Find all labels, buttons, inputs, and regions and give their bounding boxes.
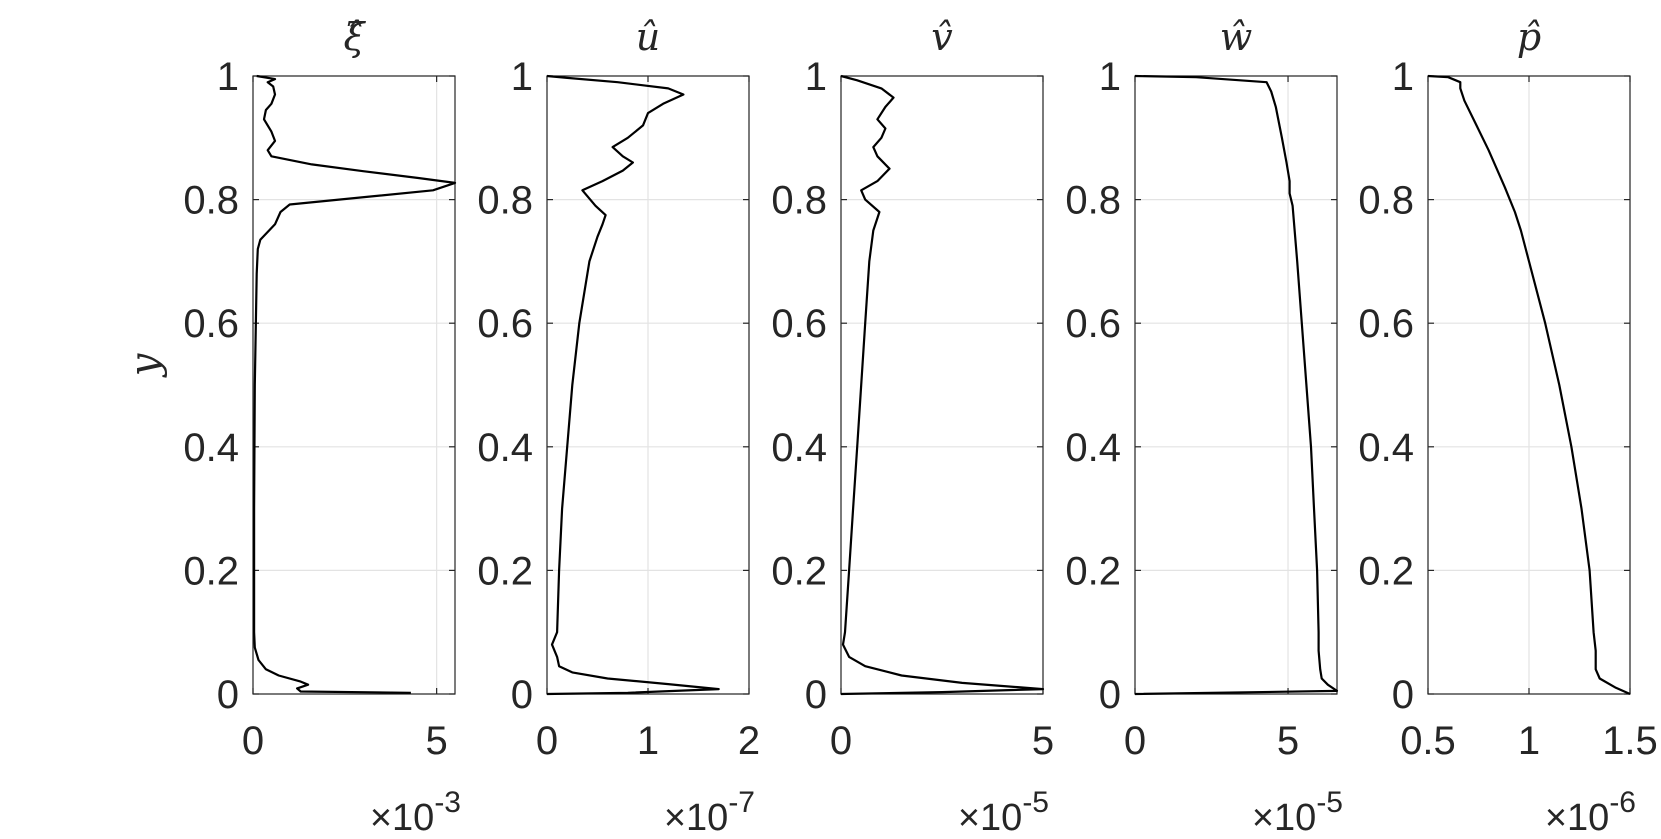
y-tick-label: 0.4 xyxy=(1358,426,1414,470)
y-tick-label: 0.8 xyxy=(183,179,239,223)
y-tick-label: 0 xyxy=(1099,673,1121,717)
y-axis-label: y xyxy=(122,352,168,378)
y-tick-label: 0 xyxy=(511,673,533,717)
x-multiplier: ×10-5 xyxy=(1252,786,1343,839)
panel-title: v̂ xyxy=(931,15,953,59)
y-tick-label: 0.4 xyxy=(183,426,239,470)
panel-title: ŵ xyxy=(1220,15,1253,59)
y-tick-label: 0.6 xyxy=(1358,302,1414,346)
y-tick-label: 0.6 xyxy=(183,302,239,346)
x-tick-label: 5 xyxy=(1277,719,1299,763)
y-tick-label: 0 xyxy=(805,673,827,717)
panel-title: û xyxy=(636,15,660,59)
y-tick-label: 1 xyxy=(805,55,827,99)
series-line xyxy=(546,74,720,696)
y-tick-label: 0.4 xyxy=(771,426,827,470)
panel-1: 0 0.2 0.4 0.6 0.8 1 0 5 ×10-3 ξ̂ y xyxy=(122,15,461,839)
axes-box xyxy=(1134,75,1338,695)
series-line xyxy=(840,74,1045,696)
panel-title: ξ̂ xyxy=(344,15,367,59)
y-tick-label: 1 xyxy=(511,55,533,99)
y-tick-label: 1 xyxy=(1099,55,1121,99)
y-tick-label: 1 xyxy=(217,55,239,99)
panel-5: 0 0.2 0.4 0.6 0.8 1 0.5 1 1.5 ×10-6 p̂ xyxy=(1358,15,1657,839)
y-tick-label: 1 xyxy=(1392,55,1414,99)
series-line xyxy=(1134,74,1339,696)
panel-2: 0 0.2 0.4 0.6 0.8 1 0 1 2 ×10-7 û xyxy=(477,15,760,839)
y-tick-label: 0.6 xyxy=(771,302,827,346)
panel-4: 0 0.2 0.4 0.6 0.8 1 0 5 ×10-5 ŵ xyxy=(1065,15,1343,839)
axes-box xyxy=(840,75,1044,695)
y-tick-label: 0.2 xyxy=(771,549,827,593)
series-line xyxy=(253,74,457,694)
x-multiplier: ×10-7 xyxy=(664,786,755,839)
x-tick-label: 5 xyxy=(426,719,448,763)
panel-3: 0 0.2 0.4 0.6 0.8 1 0 5 ×10-5 v̂ xyxy=(771,15,1054,839)
y-tick-label: 0.2 xyxy=(1358,549,1414,593)
x-tick-label: 1.5 xyxy=(1602,719,1658,763)
x-tick-label: 0 xyxy=(536,719,558,763)
x-multiplier: ×10-3 xyxy=(370,786,461,839)
x-tick-label: 2 xyxy=(738,719,760,763)
x-tick-label: 5 xyxy=(1032,719,1054,763)
x-multiplier: ×10-5 xyxy=(958,786,1049,839)
y-tick-label: 0 xyxy=(1392,673,1414,717)
y-tick-label: 0.4 xyxy=(477,426,533,470)
y-tick-label: 0.8 xyxy=(1065,179,1121,223)
y-tick-label: 0.6 xyxy=(1065,302,1121,346)
x-tick-label: 1 xyxy=(1518,719,1540,763)
y-tick-label: 0.2 xyxy=(477,549,533,593)
x-tick-label: 0 xyxy=(1124,719,1146,763)
y-tick-label: 0.2 xyxy=(1065,549,1121,593)
panel-title: p̂ xyxy=(1517,15,1541,59)
y-tick-label: 0.8 xyxy=(477,179,533,223)
x-multiplier: ×10-6 xyxy=(1545,786,1636,839)
y-tick-label: 0 xyxy=(217,673,239,717)
y-tick-label: 0.8 xyxy=(771,179,827,223)
axes-box xyxy=(252,75,456,695)
series-line xyxy=(1427,74,1631,696)
y-tick-label: 0.2 xyxy=(183,549,239,593)
x-tick-label: 0.5 xyxy=(1400,719,1456,763)
y-tick-label: 0.8 xyxy=(1358,179,1414,223)
x-tick-label: 0 xyxy=(830,719,852,763)
x-tick-label: 1 xyxy=(637,719,659,763)
y-tick-label: 0.6 xyxy=(477,302,533,346)
x-tick-label: 0 xyxy=(242,719,264,763)
y-tick-label: 0.4 xyxy=(1065,426,1121,470)
